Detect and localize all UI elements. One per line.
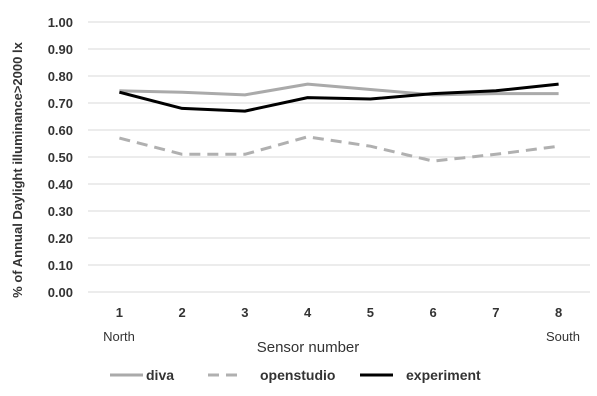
y-tick-label: 0.50: [48, 150, 73, 165]
y-tick-label: 0.60: [48, 123, 73, 138]
x-tick-label: 8: [555, 305, 562, 320]
x-tick-label: 6: [430, 305, 437, 320]
series-lines: [119, 82, 559, 163]
x-tick-label: 5: [367, 305, 374, 320]
y-tick-labels: 0.00 0.10 0.20 0.30 0.40 0.50 0.60 0.70 0.80 0.90…: [48, 15, 73, 300]
gridlines: [88, 21, 590, 293]
legend-label-experiment: experiment: [406, 367, 481, 383]
x-axis-label: Sensor number: [257, 339, 360, 356]
y-tick-label: 0.80: [48, 69, 73, 84]
x-tick-label: 7: [492, 305, 499, 320]
legend-label-diva: diva: [146, 367, 174, 383]
y-tick-label: 0.20: [48, 231, 73, 246]
legend-label-openstudio: openstudio: [260, 367, 335, 383]
x-tick-label: 4: [304, 305, 312, 320]
y-tick-label: 1.00: [48, 15, 73, 30]
series-line-experiment: [119, 82, 559, 113]
y-tick-label: 0.10: [48, 258, 73, 273]
x-tick-label: 2: [179, 305, 186, 320]
y-tick-label: 0.90: [48, 42, 73, 57]
y-tick-label: 0.00: [48, 285, 73, 300]
x-tick-label: 3: [241, 305, 248, 320]
y-tick-label: 0.40: [48, 177, 73, 192]
y-axis-label: % of Annual Daylight illuminance>2000 lx: [10, 41, 25, 297]
x-tick-label: 1: [116, 305, 123, 320]
x-tick-labels: 1 2 3 4 5 6 7 8: [116, 305, 562, 320]
y-tick-label: 0.30: [48, 204, 73, 219]
y-tick-label: 0.70: [48, 96, 73, 111]
series-line-diva: [119, 82, 559, 97]
series-line-openstudio: [119, 135, 559, 163]
x-note-north: North: [103, 329, 135, 344]
x-note-south: South: [546, 329, 580, 344]
legend: diva openstudio experiment: [110, 367, 481, 383]
